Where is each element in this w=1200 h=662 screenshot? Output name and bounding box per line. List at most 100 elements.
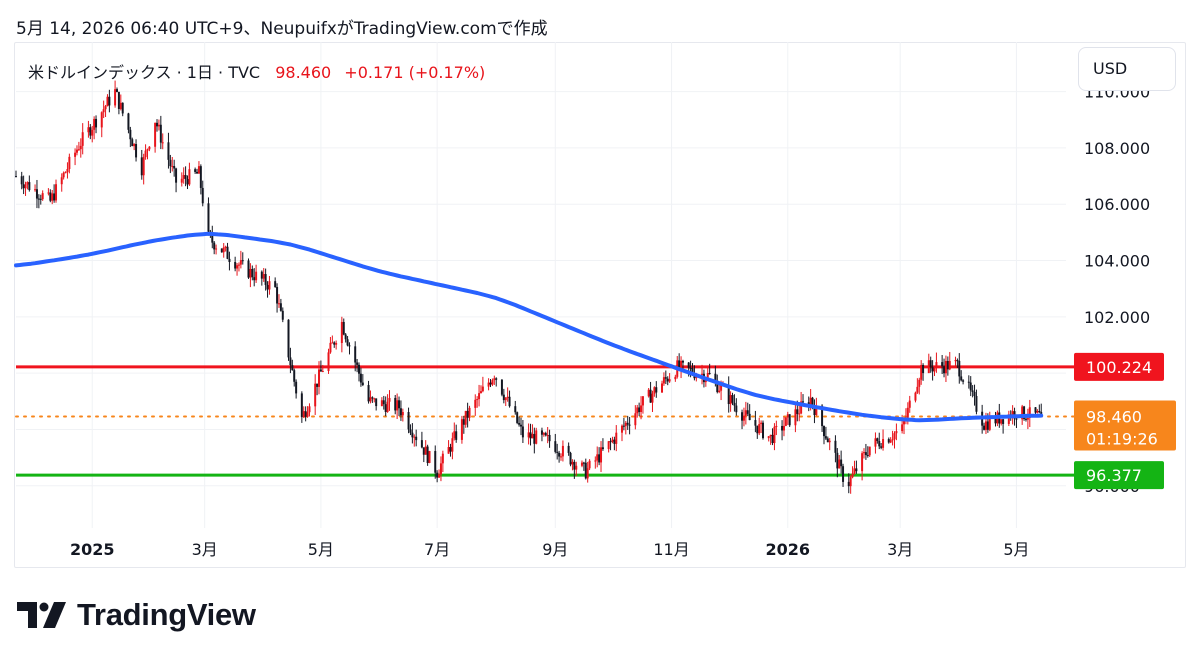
candle-body (826, 438, 829, 443)
candle-body (426, 446, 429, 463)
x-tick-label: 3月 (887, 540, 913, 559)
candle-body (104, 106, 107, 110)
x-tick-label: 11月 (653, 540, 689, 559)
candle-body (171, 166, 174, 168)
symbol-legend[interactable]: 米ドルインデックス · 1日 · TVC 98.460 +0.171 (+0.1… (28, 59, 485, 83)
candle-body (167, 142, 170, 160)
candle-body (317, 369, 320, 387)
candle-body (144, 150, 147, 158)
candle-body (580, 462, 583, 466)
candle-body (60, 177, 63, 185)
candle-body (521, 426, 524, 438)
candle-body (558, 452, 561, 457)
candle-body (767, 436, 770, 439)
candle-body (133, 144, 136, 147)
candle-body (891, 439, 894, 441)
chart-caption: 5月 14, 2026 06:40 UTC+9、NeupuifxがTrading… (16, 19, 548, 39)
time-axis[interactable]: 2025 3月 5月 7月 9月 11月 2026 3月 5月 (70, 540, 1030, 559)
candle-body (41, 193, 44, 200)
candle-body (958, 360, 961, 377)
candle-body (531, 433, 534, 439)
candle-body (201, 187, 204, 204)
candle-body (382, 400, 385, 405)
candle-body (281, 310, 284, 320)
last-price-tag (1074, 400, 1176, 451)
candle-body (775, 425, 778, 427)
candle-body (594, 460, 597, 462)
candle-body (234, 262, 237, 269)
candle-body (943, 366, 946, 374)
candle-body (266, 284, 269, 290)
candle-body (1015, 418, 1018, 420)
y-tick-label: 106.000 (1084, 195, 1150, 214)
candle-body (624, 422, 627, 427)
candle-body (773, 426, 776, 444)
candle-body (1000, 419, 1003, 424)
candle-body (344, 334, 347, 340)
candle-body (582, 462, 585, 464)
price-tags: 100.224 96.377 98.460 01:19:26 (1074, 352, 1176, 490)
candle-body (474, 399, 477, 408)
candle-body (220, 248, 223, 253)
symbol-name[interactable]: 米ドルインデックス · 1日 · TVC (28, 63, 261, 82)
candle-body (476, 399, 479, 401)
candle-body (331, 342, 334, 344)
candle-body (22, 184, 25, 189)
candle-body (399, 408, 402, 416)
candle-body (439, 463, 442, 475)
x-tick-label: 3月 (192, 540, 218, 559)
candle-body (1023, 406, 1026, 419)
candle-body (634, 413, 637, 426)
candle-body (293, 370, 296, 382)
candle-body (798, 413, 801, 415)
candle-body (668, 379, 671, 382)
candle-body (708, 373, 711, 375)
candle-body (308, 406, 311, 413)
candle-body (253, 277, 256, 281)
candle-body (321, 371, 324, 373)
candle-body (956, 360, 959, 362)
candle-body (735, 405, 738, 413)
candle-body (960, 376, 963, 381)
moving-average-series (14, 231, 1044, 423)
candle-body (794, 409, 797, 426)
candle-body (701, 373, 704, 375)
candle-body (373, 398, 376, 400)
candle-body (615, 432, 618, 444)
candle-body (760, 422, 763, 425)
candle-body (664, 377, 667, 379)
candle-body (540, 430, 543, 435)
candle-body (691, 368, 694, 374)
candle-body (51, 193, 54, 201)
candle-body (895, 431, 898, 434)
candle-body (268, 281, 271, 290)
candle-body (175, 168, 178, 183)
candle-body (1007, 414, 1010, 424)
candle-body (678, 360, 681, 369)
candle-body (396, 400, 399, 411)
candle-body (375, 398, 378, 407)
candle-body (973, 391, 976, 397)
candle-body (548, 434, 551, 442)
candle-body (55, 184, 58, 201)
candle-body (493, 378, 496, 381)
candle-body (47, 192, 50, 194)
currency-button[interactable]: USD (1078, 47, 1176, 91)
candle-body (666, 378, 669, 382)
x-tick-label: 7月 (424, 540, 450, 559)
candle-body (611, 439, 614, 442)
candle-body (420, 440, 423, 448)
candle-body (901, 424, 904, 432)
candle-body (502, 394, 505, 401)
y-tick-label: 108.000 (1084, 139, 1150, 158)
candle-body (651, 393, 654, 403)
tradingview-logo[interactable]: TradingView (17, 597, 256, 632)
candle-body (954, 360, 957, 362)
candle-body (906, 407, 909, 418)
candle-body (864, 452, 867, 455)
candle-body (918, 379, 921, 387)
candle-body (584, 462, 587, 479)
candle-body (121, 102, 124, 114)
candle-body (224, 246, 227, 248)
